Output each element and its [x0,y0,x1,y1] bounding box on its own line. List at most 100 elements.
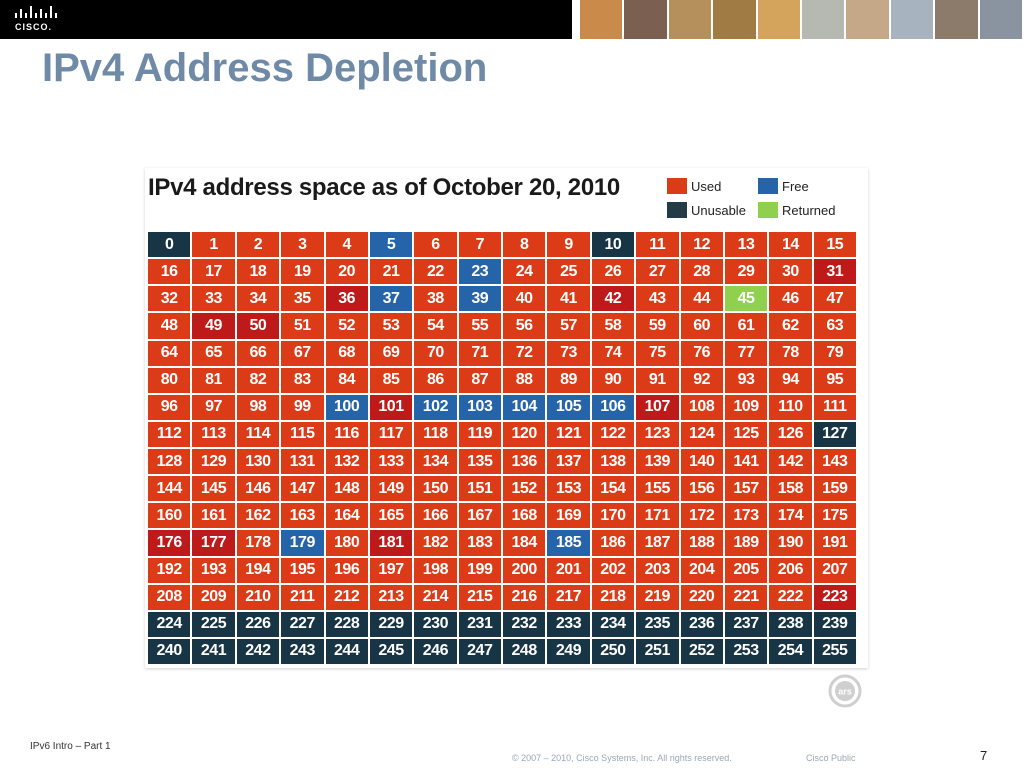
address-block-147: 147 [281,476,324,502]
address-block-133: 133 [369,449,413,475]
footer-copyright: © 2007 – 2010, Cisco Systems, Inc. All r… [512,753,732,763]
address-block-182: 182 [414,530,457,556]
header-photo [757,0,803,39]
address-block-85: 85 [369,367,413,393]
footer-course-label: IPv6 Intro – Part 1 [30,741,111,752]
address-block-92: 92 [680,367,723,393]
address-block-2: 2 [236,232,280,258]
address-block-143: 143 [813,449,856,475]
address-block-144: 144 [148,476,191,502]
address-block-138: 138 [591,449,635,475]
legend-item-free: Free [758,178,809,194]
address-block-75: 75 [636,340,679,366]
address-block-134: 134 [414,449,457,475]
address-block-93: 93 [724,367,768,393]
address-block-26: 26 [591,259,635,285]
address-block-200: 200 [503,557,546,583]
address-block-228: 228 [325,611,368,637]
legend-label: Used [691,178,722,194]
address-block-152: 152 [503,476,546,502]
address-block-31: 31 [813,259,856,285]
address-block-156: 156 [680,476,723,502]
address-block-214: 214 [414,584,457,610]
address-block-167: 167 [458,503,501,529]
address-block-218: 218 [591,584,635,610]
address-block-180: 180 [325,530,368,556]
address-block-8: 8 [503,232,546,258]
address-block-104: 104 [503,394,546,420]
address-block-209: 209 [192,584,235,610]
address-block-106: 106 [591,394,635,420]
address-block-234: 234 [591,611,635,637]
address-block-245: 245 [369,638,413,664]
header-photo [846,0,891,39]
address-block-220: 220 [680,584,723,610]
address-block-171: 171 [636,503,679,529]
address-block-128: 128 [148,449,191,475]
address-block-101: 101 [369,394,413,420]
address-block-52: 52 [325,313,368,339]
address-block-191: 191 [813,530,856,556]
address-block-60: 60 [680,313,723,339]
address-block-176: 176 [148,530,191,556]
address-block-226: 226 [236,611,280,637]
address-block-78: 78 [769,340,812,366]
address-block-37: 37 [369,286,413,312]
cisco-logo-text: CISCO. [15,22,53,32]
address-block-15: 15 [813,232,856,258]
address-block-109: 109 [724,394,768,420]
address-block-255: 255 [813,638,856,664]
address-block-225: 225 [192,611,235,637]
ars-watermark-logo: ars [828,674,862,708]
address-block-36: 36 [325,286,368,312]
address-block-174: 174 [769,503,812,529]
address-block-150: 150 [414,476,457,502]
address-block-217: 217 [547,584,590,610]
address-block-63: 63 [813,313,856,339]
address-block-139: 139 [636,449,679,475]
header-photo [668,0,714,39]
address-block-70: 70 [414,340,457,366]
figure-heading: IPv4 address space as of October 20, 201… [148,174,620,201]
address-block-151: 151 [458,476,501,502]
address-block-107: 107 [636,394,679,420]
address-block-212: 212 [325,584,368,610]
address-block-253: 253 [724,638,768,664]
address-block-40: 40 [503,286,546,312]
address-block-14: 14 [769,232,812,258]
address-block-23: 23 [458,259,501,285]
address-block-114: 114 [236,421,280,447]
address-block-30: 30 [769,259,812,285]
address-block-140: 140 [680,449,723,475]
address-block-35: 35 [281,286,324,312]
address-block-158: 158 [769,476,812,502]
address-block-90: 90 [591,367,635,393]
address-block-179: 179 [281,530,324,556]
address-block-46: 46 [769,286,812,312]
address-block-102: 102 [414,394,457,420]
address-block-241: 241 [192,638,235,664]
address-block-76: 76 [680,340,723,366]
address-block-221: 221 [724,584,768,610]
address-block-38: 38 [414,286,457,312]
address-block-242: 242 [236,638,280,664]
address-block-57: 57 [547,313,590,339]
address-block-79: 79 [813,340,856,366]
legend-item-unusable: Unusable [667,202,746,218]
cisco-logo-area: CISCO. [0,0,572,39]
address-block-24: 24 [503,259,546,285]
address-block-235: 235 [636,611,679,637]
address-block-187: 187 [636,530,679,556]
address-block-142: 142 [769,449,812,475]
address-block-73: 73 [547,340,590,366]
ars-watermark-text: ars [838,687,852,697]
slide-title: IPv4 Address Depletion [42,46,488,90]
address-block-122: 122 [591,421,635,447]
legend-label: Free [782,178,809,194]
address-block-83: 83 [281,367,324,393]
address-block-244: 244 [325,638,368,664]
address-block-105: 105 [547,394,590,420]
address-block-74: 74 [591,340,635,366]
address-block-7: 7 [458,232,501,258]
address-block-129: 129 [192,449,235,475]
